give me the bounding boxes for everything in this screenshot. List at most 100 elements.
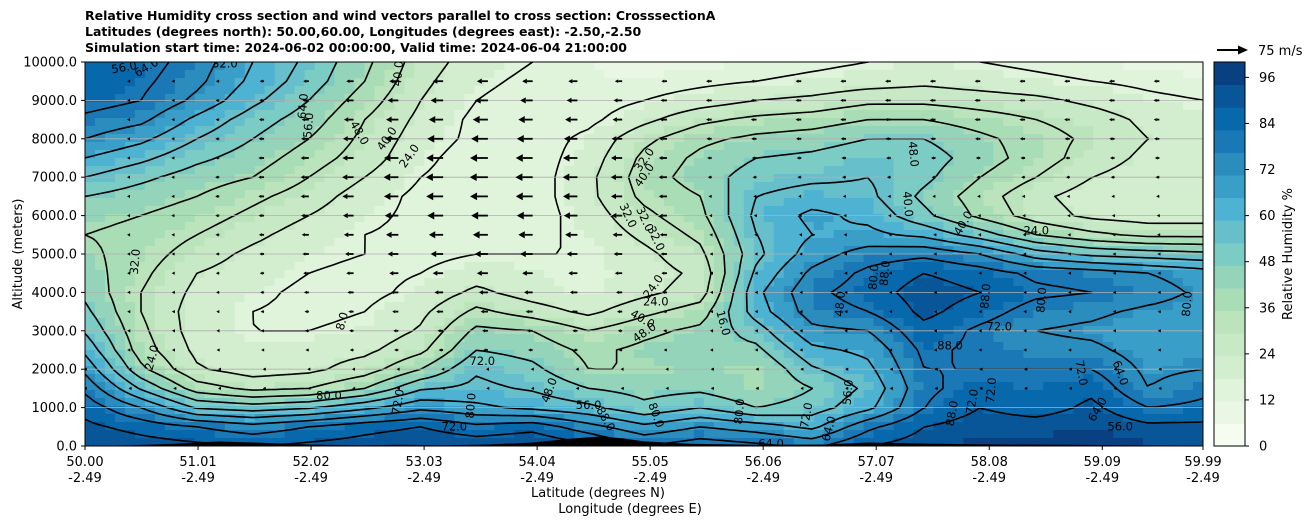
- rh-cell: [683, 398, 695, 407]
- rh-cell: [524, 294, 535, 303]
- rh-cell: [204, 78, 216, 87]
- rh-cell: [853, 374, 865, 383]
- rh-cell: [713, 318, 725, 327]
- rh-cell: [763, 190, 775, 199]
- rh-cell: [124, 318, 136, 327]
- rh-cell: [803, 342, 815, 351]
- rh-cell: [693, 358, 705, 367]
- rh-cell: [803, 366, 815, 375]
- rh-cell: [1033, 174, 1044, 183]
- rh-cell: [334, 286, 346, 295]
- rh-cell: [933, 262, 945, 271]
- rh-cell: [214, 198, 226, 207]
- rh-cell: [314, 62, 326, 71]
- rh-cell: [1013, 134, 1024, 143]
- rh-cell: [364, 214, 376, 223]
- rh-cell: [624, 86, 635, 95]
- rh-cell: [963, 150, 975, 159]
- rh-cell: [1173, 350, 1184, 359]
- rh-cell: [1173, 150, 1184, 159]
- rh-cell: [114, 126, 126, 135]
- rh-cell: [644, 406, 655, 415]
- rh-cell: [624, 222, 635, 231]
- rh-cell: [264, 182, 276, 191]
- rh-cell: [933, 78, 945, 87]
- rh-cell: [703, 406, 715, 415]
- rh-cell: [713, 278, 725, 287]
- rh-cell: [244, 278, 256, 287]
- rh-cell: [1103, 382, 1114, 391]
- rh-cell: [653, 342, 665, 351]
- rh-cell: [314, 158, 326, 167]
- rh-cell: [793, 222, 805, 231]
- rh-cell: [1043, 326, 1054, 335]
- rh-cell: [104, 414, 116, 423]
- rh-cell: [424, 94, 435, 103]
- rh-cell: [803, 150, 815, 159]
- rh-cell: [803, 390, 815, 399]
- rh-cell: [234, 278, 246, 287]
- rh-cell: [833, 70, 845, 79]
- rh-cell: [314, 150, 326, 159]
- rh-cell: [893, 342, 905, 351]
- rh-cell: [883, 238, 895, 247]
- rh-cell: [1053, 182, 1064, 191]
- rh-cell: [1003, 126, 1014, 135]
- rh-cell: [85, 102, 96, 111]
- rh-cell: [1023, 150, 1034, 159]
- rh-cell: [1163, 206, 1174, 215]
- rh-cell: [683, 102, 695, 111]
- rh-cell: [783, 406, 795, 415]
- rh-cell: [1023, 398, 1034, 407]
- rh-cell: [783, 278, 795, 287]
- rh-cell: [673, 358, 685, 367]
- rh-cell: [723, 374, 735, 383]
- rh-cell: [953, 94, 965, 103]
- rh-cell: [294, 230, 306, 239]
- rh-cell: [913, 390, 925, 399]
- rh-cell: [1063, 390, 1074, 399]
- rh-cell: [374, 70, 386, 79]
- rh-cell: [404, 390, 416, 399]
- rh-cell: [673, 310, 685, 319]
- rh-cell: [514, 142, 525, 151]
- rh-cell: [434, 286, 445, 295]
- rh-cell: [833, 302, 845, 311]
- rh-cell: [514, 118, 525, 127]
- rh-cell: [644, 158, 655, 167]
- rh-cell: [883, 230, 895, 239]
- rh-cell: [234, 206, 246, 215]
- rh-cell: [244, 134, 256, 143]
- rh-cell: [134, 174, 146, 183]
- rh-cell: [124, 358, 136, 367]
- rh-cell: [983, 102, 994, 111]
- rh-cell: [114, 246, 126, 255]
- rh-cell: [484, 390, 495, 399]
- rh-cell: [354, 358, 366, 367]
- rh-cell: [364, 166, 376, 175]
- rh-cell: [1003, 230, 1014, 239]
- rh-cell: [134, 286, 146, 295]
- rh-cell: [1143, 174, 1154, 183]
- rh-cell: [803, 78, 815, 87]
- rh-cell: [653, 182, 665, 191]
- rh-cell: [624, 126, 635, 135]
- rh-cell: [344, 94, 356, 103]
- rh-cell: [653, 198, 665, 207]
- rh-cell: [274, 94, 286, 103]
- rh-cell: [634, 318, 645, 327]
- rh-cell: [294, 342, 306, 351]
- rh-cell: [284, 406, 296, 415]
- rh-cell: [863, 78, 875, 87]
- rh-cell: [1093, 382, 1104, 391]
- rh-cell: [284, 294, 296, 303]
- rh-cell: [963, 382, 975, 391]
- rh-cell: [743, 118, 755, 127]
- rh-cell: [983, 230, 994, 239]
- rh-cell: [1053, 94, 1064, 103]
- rh-cell: [184, 302, 196, 311]
- rh-cell: [514, 270, 525, 279]
- rh-cell: [144, 342, 156, 351]
- rh-cell: [683, 94, 695, 103]
- rh-cell: [923, 310, 935, 319]
